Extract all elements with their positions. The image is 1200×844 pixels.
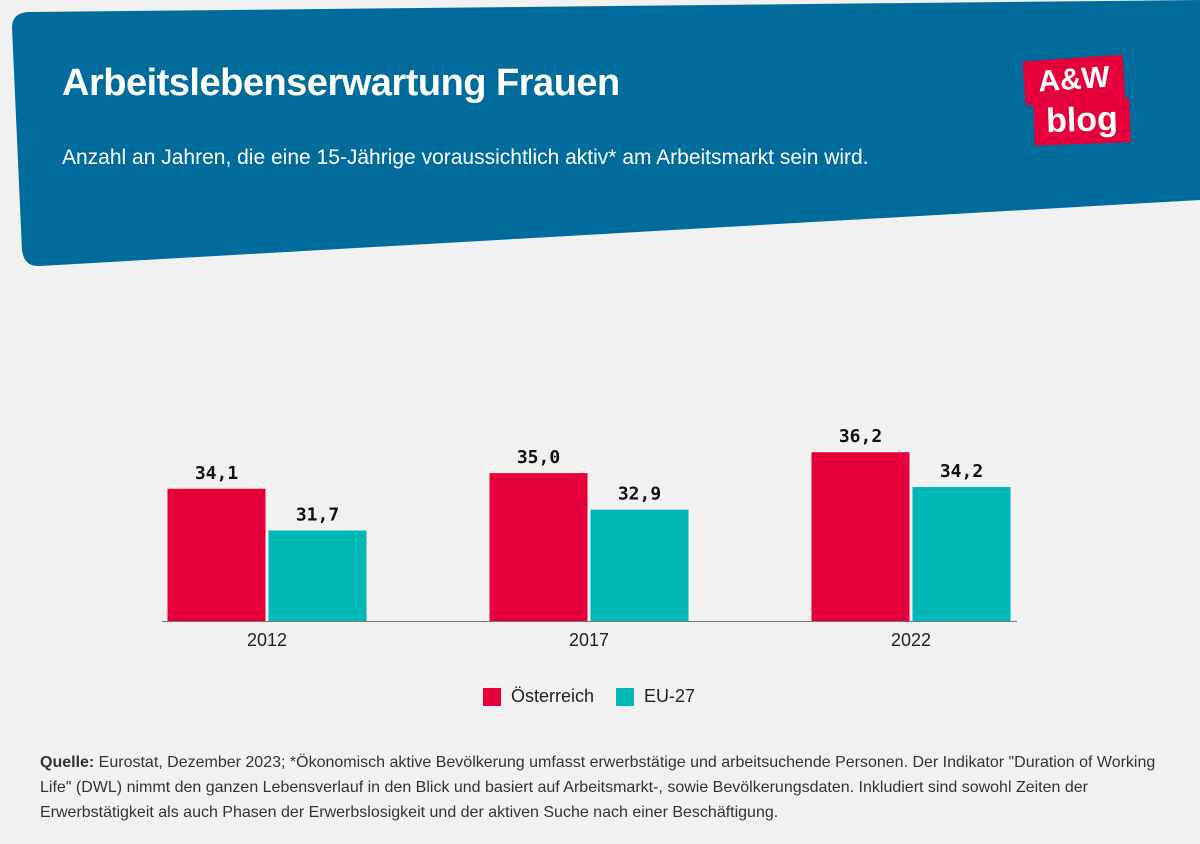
value-label-eu-2022: 34,2 <box>940 461 983 482</box>
bar-eu-2022 <box>912 487 1011 621</box>
x-tick-label-2022: 2022 <box>891 630 931 650</box>
legend: Österreich EU-27 <box>0 686 1178 707</box>
bar-austria-2022 <box>811 452 910 621</box>
source-label: Quelle: <box>40 754 95 771</box>
value-label-austria-2022: 36,2 <box>839 426 882 447</box>
x-tick-label-2012: 2012 <box>247 630 287 650</box>
x-tick-label-2017: 2017 <box>569 630 609 650</box>
bar-austria-2017 <box>489 473 588 621</box>
chart-title: Arbeitslebenserwartung Frauen <box>62 62 620 104</box>
header-banner <box>12 0 1200 267</box>
bar-eu-2017 <box>590 509 689 621</box>
bar-austria-2012 <box>167 488 266 621</box>
value-label-austria-2017: 35,0 <box>517 447 560 468</box>
legend-swatch-eu <box>616 687 634 706</box>
legend-swatch-austria <box>482 687 501 706</box>
source-note: Quelle: Eurostat, Dezember 2023; *Ökonom… <box>40 750 1160 825</box>
legend-label-eu: EU-27 <box>644 686 696 706</box>
value-label-eu-2012: 31,7 <box>296 505 339 526</box>
legend-item-eu: EU-27 <box>616 686 695 707</box>
legend-label-austria: Österreich <box>510 686 594 706</box>
value-label-eu-2017: 32,9 <box>618 484 661 505</box>
bar-eu-2012 <box>268 530 367 621</box>
value-label-austria-2012: 34,1 <box>195 463 238 484</box>
chart-subtitle: Anzahl an Jahren, die eine 15-Jährige vo… <box>62 146 869 169</box>
bar-chart: 34,1 31,7 2012 35,0 32,9 2017 36,2 34,2 2022 <box>162 426 1017 650</box>
legend-item-austria: Österreich <box>482 686 594 707</box>
source-text: Eurostat, Dezember 2023; *Ökonomisch akt… <box>40 754 1156 821</box>
